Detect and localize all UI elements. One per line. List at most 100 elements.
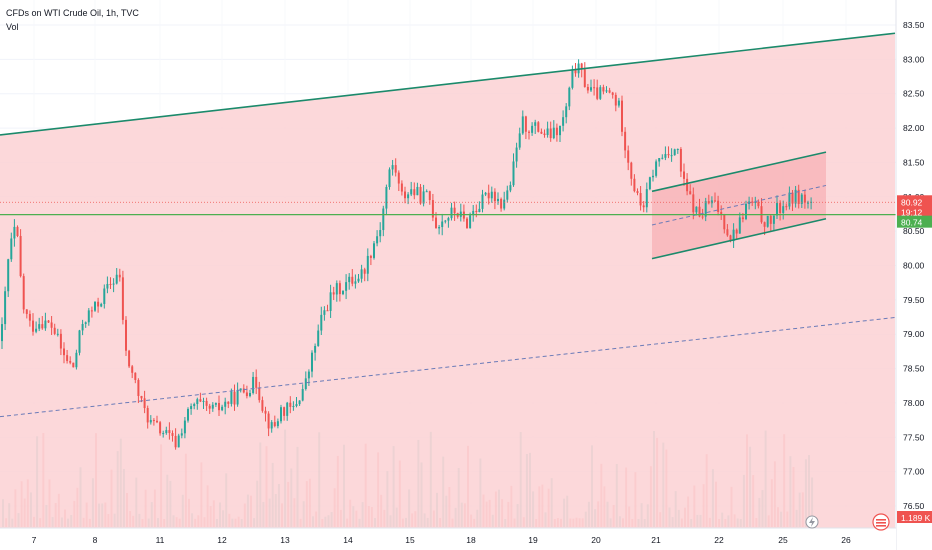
candle-body [357, 278, 360, 282]
candle-body [323, 310, 326, 315]
candle-body [10, 238, 13, 260]
candle-body [593, 87, 596, 89]
candle-body [490, 191, 493, 199]
upper-trendline [0, 32, 896, 136]
candle-body [534, 122, 537, 126]
candle-body [270, 422, 273, 429]
candle-body [211, 404, 214, 409]
drawing-lines[interactable] [0, 32, 931, 418]
candle-body [245, 392, 248, 397]
time-tick-label: 12 [217, 535, 227, 545]
candle-body [782, 206, 785, 213]
candle-body [137, 379, 140, 396]
candle-body [249, 392, 251, 397]
candle-body [710, 200, 713, 204]
price-tick-label: 77.50 [903, 432, 925, 442]
candle-body [667, 154, 670, 156]
candle-body [94, 301, 96, 311]
time-tick-label: 11 [156, 535, 165, 545]
candle-body [376, 236, 379, 244]
candle-body [794, 189, 797, 204]
candle-body [84, 322, 87, 324]
candle-body [317, 330, 320, 346]
candle-body [1, 324, 3, 342]
price-tick-label: 81.50 [903, 157, 925, 167]
volume-badge-text: 1.189 K [901, 513, 931, 523]
candle-body [360, 269, 363, 279]
candle-body [466, 218, 468, 229]
candle-body [655, 161, 658, 176]
candle-body [379, 230, 382, 237]
time-tick-label: 18 [466, 535, 476, 545]
candle-body [673, 149, 676, 156]
flag-icon[interactable] [872, 513, 890, 531]
candle-body [509, 185, 512, 191]
candle-body [233, 391, 236, 405]
symbol-title[interactable]: CFDs on WTI Crude Oil, 1h, TVC [6, 8, 139, 18]
candle-body [751, 201, 754, 203]
candle-body [540, 131, 543, 134]
candle-body [472, 210, 475, 216]
candle-body [19, 235, 22, 277]
candle-body [692, 194, 695, 213]
candle-body [47, 320, 50, 323]
candle-body [552, 127, 555, 139]
volume-label[interactable]: Vol [6, 22, 19, 32]
candle-body [187, 408, 189, 421]
candle-body [738, 217, 741, 234]
candle-body [90, 310, 93, 312]
candle-body [224, 401, 227, 407]
candle-body [16, 226, 19, 236]
candle-body [500, 198, 503, 209]
candle-body [103, 288, 106, 304]
candle-body [400, 183, 403, 192]
candle-body [732, 229, 735, 242]
time-tick-label: 14 [343, 535, 353, 545]
candle-body [115, 274, 118, 284]
candle-body [528, 131, 530, 133]
candle-body [159, 422, 162, 434]
candle-body [810, 201, 813, 203]
candle-body [431, 200, 434, 218]
candle-body [745, 203, 747, 220]
candle-body [425, 191, 428, 193]
candles [1, 59, 813, 450]
candle-body [44, 320, 47, 329]
candle-body [283, 407, 286, 416]
candle-body [583, 69, 586, 87]
candle-body [704, 201, 707, 217]
price-tick-label: 77.00 [903, 467, 925, 477]
price-tick-label: 76.50 [903, 501, 925, 511]
candle-body [422, 191, 425, 204]
candle-body [617, 100, 620, 106]
candle-body [571, 69, 574, 88]
candle-body [63, 348, 65, 356]
candle-body [326, 310, 329, 312]
candle-body [143, 398, 146, 409]
candle-body [717, 200, 720, 212]
time-tick-label: 26 [841, 535, 851, 545]
lightning-icon[interactable] [805, 515, 819, 529]
candle-body [280, 407, 282, 422]
candle-body [475, 210, 478, 212]
candle-body [53, 327, 56, 334]
candle-body [453, 207, 456, 214]
candle-body [785, 206, 788, 208]
candle-body [645, 189, 648, 208]
candle-body [754, 201, 757, 203]
current-price-badge-text: 80.92 [901, 197, 923, 207]
candle-body [264, 410, 267, 414]
candle-body [686, 178, 689, 192]
candle-body [664, 154, 667, 158]
candle-body [168, 430, 171, 434]
candle-body [38, 324, 41, 329]
time-tick-label: 25 [778, 535, 788, 545]
candle-body [149, 420, 152, 423]
candle-body [307, 371, 310, 379]
candle-body [531, 125, 534, 133]
time-axis-labels: 7 8 11 12 13 14 15 18 19 20 21 22 25 26 [32, 535, 851, 545]
candle-body [397, 172, 400, 184]
candle-body [515, 147, 518, 162]
